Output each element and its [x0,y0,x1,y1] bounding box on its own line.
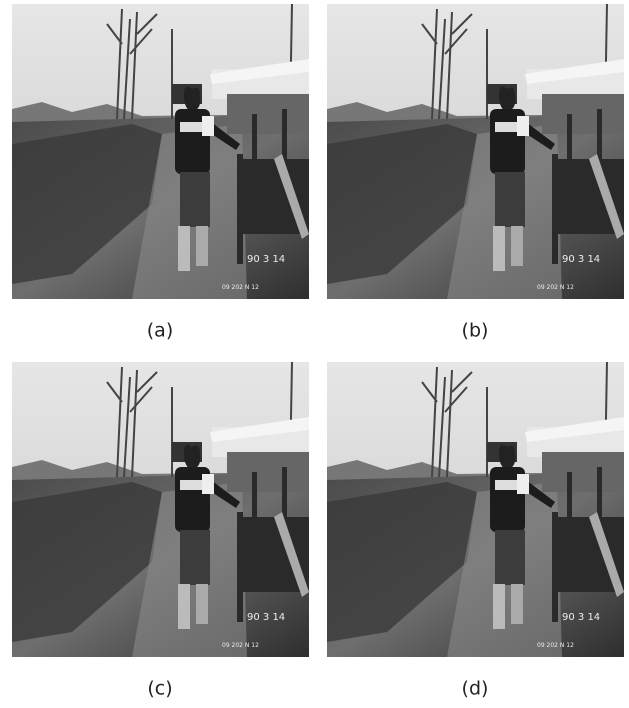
panel: (c) [12,362,309,700]
panel-caption: (a) [147,320,173,342]
photo [12,362,309,657]
panel-caption: (d) [462,678,489,700]
panel: (d) [327,362,624,700]
panel: (a) [12,4,309,342]
figure-canvas: 90 3 14 09 202 N 12 (a)(b)(c)(d) [0,0,629,708]
panel-grid: (a) (b) (c) (d) [12,4,624,700]
panel-caption: (b) [462,320,489,342]
figure: 90 3 14 09 202 N 12 (a)(b)(c)(d) [0,0,629,708]
photo [327,4,624,299]
panel: (b) [327,4,624,342]
photo [12,4,309,299]
photo [327,362,624,657]
panel-caption: (c) [147,678,172,700]
